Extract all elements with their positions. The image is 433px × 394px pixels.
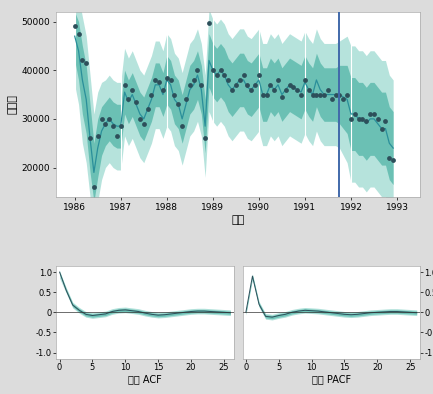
Point (213, 72, 220, 78)
Y-axis label: 铅产量: 铅产量 (7, 94, 17, 114)
Point (190, 77, 197, 83)
Point (344, 91, 351, 98)
Point (148, 91, 155, 98)
Point (309, 91, 316, 98)
Point (186, 82, 193, 88)
Point (267, 82, 274, 88)
Point (90, 184, 97, 190)
Point (236, 77, 243, 83)
Point (106, 116, 113, 122)
Point (155, 79, 162, 85)
Point (355, 116, 362, 122)
Point (351, 111, 358, 117)
Point (152, 77, 159, 83)
Point (94, 133, 101, 139)
Point (248, 87, 255, 93)
Point (159, 87, 166, 93)
Point (167, 77, 174, 83)
Point (340, 96, 347, 102)
Point (252, 82, 259, 88)
X-axis label: 残差 ACF: 残差 ACF (128, 374, 162, 385)
Point (83, 60, 90, 66)
Point (244, 82, 251, 88)
Point (206, 19, 213, 26)
Point (367, 111, 374, 117)
X-axis label: 日期: 日期 (232, 215, 245, 225)
Point (175, 101, 182, 108)
Point (324, 87, 331, 93)
Point (163, 74, 170, 81)
Point (305, 87, 312, 93)
Point (332, 91, 339, 98)
Point (140, 121, 147, 127)
Point (121, 82, 128, 88)
Point (117, 123, 124, 129)
Point (263, 91, 270, 98)
Point (194, 67, 201, 73)
Point (275, 77, 281, 83)
Point (386, 155, 393, 161)
Point (182, 96, 189, 102)
Point (297, 91, 304, 98)
Point (301, 77, 308, 83)
Point (233, 82, 239, 88)
Point (375, 116, 381, 122)
Point (198, 82, 205, 88)
Point (125, 96, 132, 102)
Point (75, 31, 82, 37)
Point (363, 118, 370, 125)
Point (136, 116, 143, 122)
Point (290, 84, 297, 90)
Point (255, 72, 262, 78)
Point (102, 121, 109, 127)
Point (98, 116, 105, 122)
Point (317, 91, 324, 98)
Point (179, 123, 186, 129)
Point (286, 82, 293, 88)
Point (110, 123, 116, 129)
Point (371, 111, 378, 117)
Point (271, 87, 278, 93)
Point (348, 116, 355, 122)
Point (129, 87, 136, 93)
Point (336, 91, 343, 98)
Point (378, 125, 385, 132)
Point (229, 87, 236, 93)
Point (71, 23, 78, 30)
Point (259, 91, 266, 98)
Point (144, 106, 151, 112)
X-axis label: 残差 PACF: 残差 PACF (312, 374, 351, 385)
Point (87, 135, 94, 141)
Point (221, 72, 228, 78)
Point (217, 67, 224, 73)
Point (294, 87, 301, 93)
Point (225, 77, 232, 83)
Point (202, 135, 209, 141)
Point (390, 157, 397, 164)
Point (282, 87, 289, 93)
Point (210, 67, 216, 73)
Point (328, 96, 335, 102)
Point (79, 58, 86, 64)
Point (240, 72, 247, 78)
Point (320, 91, 327, 98)
Point (278, 94, 285, 100)
Point (359, 116, 366, 122)
Point (132, 98, 139, 105)
Point (313, 91, 320, 98)
Point (113, 133, 120, 139)
Point (171, 91, 178, 98)
Point (382, 118, 389, 125)
